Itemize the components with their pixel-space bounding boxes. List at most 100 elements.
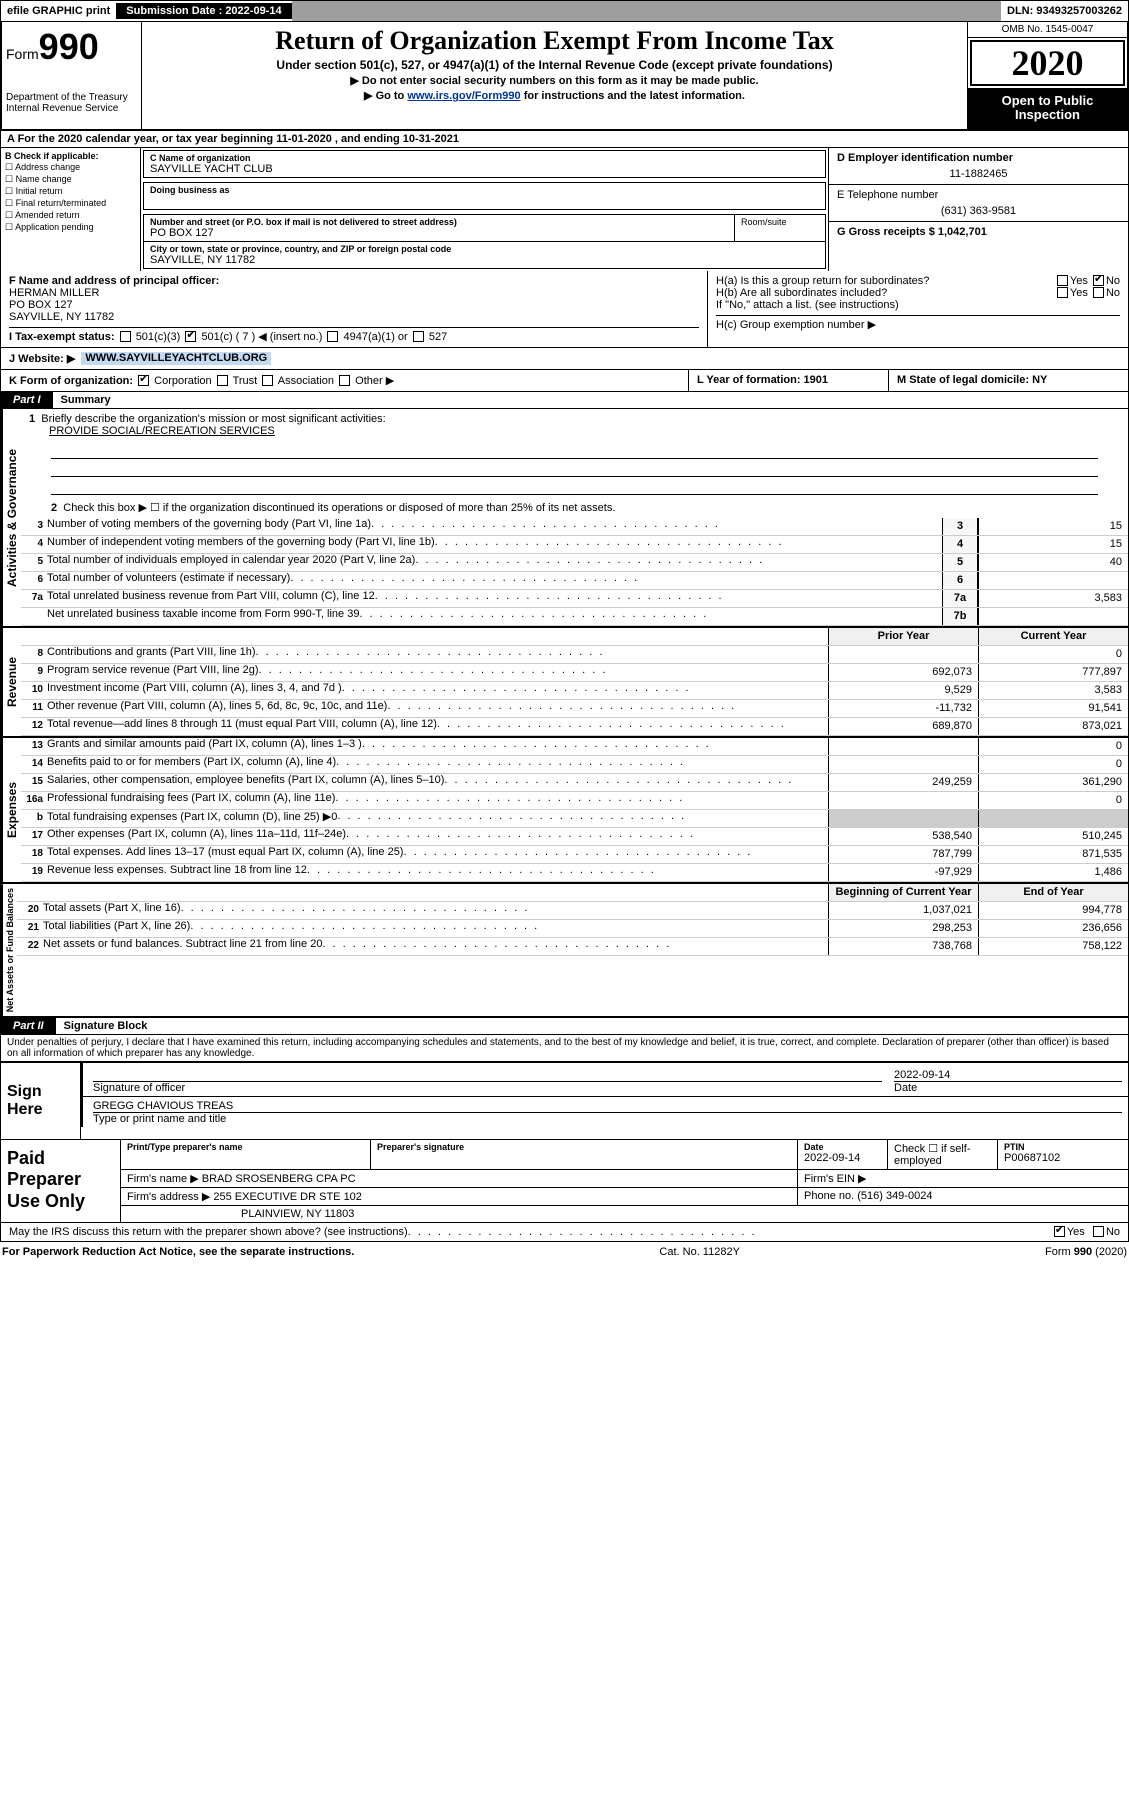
data-line-9: 9Program service revenue (Part VIII, lin… (21, 664, 1128, 682)
data-line-17: 17Other expenses (Part IX, column (A), l… (21, 828, 1128, 846)
city-value: SAYVILLE, NY 11782 (150, 254, 819, 266)
summary-line-7b: Net unrelated business taxable income fr… (21, 608, 1128, 626)
state-domicile: M State of legal domicile: NY (888, 370, 1128, 391)
summary-line-5: 5Total number of individuals employed in… (21, 554, 1128, 572)
room-suite-label: Room/suite (735, 215, 825, 242)
topbar-filler (292, 1, 1001, 21)
row-j-website: J Website: ▶ WWW.SAYVILLEYACHTCLUB.ORG (0, 348, 1129, 370)
website-value[interactable]: WWW.SAYVILLEYACHTCLUB.ORG (81, 352, 271, 365)
revenue-header-row: Prior Year Current Year (21, 628, 1128, 646)
ein-value: 11-1882465 (837, 164, 1120, 180)
data-line-22: 22Net assets or fund balances. Subtract … (17, 938, 1128, 956)
org-name: SAYVILLE YACHT CLUB (150, 163, 819, 175)
part-2-title: Signature Block (56, 1018, 156, 1034)
dba-label: Doing business as (150, 185, 819, 195)
row-a-tax-year: A For the 2020 calendar year, or tax yea… (0, 131, 1129, 148)
vlabel-netassets: Net Assets or Fund Balances (1, 884, 17, 1016)
top-bar: efile GRAPHIC print Submission Date : 20… (0, 0, 1129, 22)
goto-link-line: ▶ Go to www.irs.gov/Form990 for instruct… (152, 89, 957, 102)
data-line-10: 10Investment income (Part VIII, column (… (21, 682, 1128, 700)
ein-label: D Employer identification number (837, 152, 1120, 164)
check-if-applicable: B Check if applicable: ☐ Address change … (1, 148, 141, 271)
efile-label[interactable]: efile GRAPHIC print (1, 3, 116, 19)
data-line-21: 21Total liabilities (Part X, line 26)298… (17, 920, 1128, 938)
dept-treasury: Department of the Treasury Internal Reve… (6, 92, 137, 114)
dln: DLN: 93493257003262 (1001, 3, 1128, 19)
data-line-13: 13Grants and similar amounts paid (Part … (21, 738, 1128, 756)
page-footer: For Paperwork Reduction Act Notice, see … (0, 1242, 1129, 1262)
row-k-l-m: K Form of organization: Corporation Trus… (0, 370, 1129, 392)
officer-label: F Name and address of principal officer: (9, 275, 699, 287)
data-line-b: bTotal fundraising expenses (Part IX, co… (21, 810, 1128, 828)
form-id-footer: Form 990 (2020) (1045, 1246, 1127, 1258)
sign-here-label: Sign Here (1, 1063, 81, 1139)
sig-officer-label: Signature of officer (93, 1081, 882, 1094)
signature-block: Sign Here Signature of officer 2022-09-1… (0, 1061, 1129, 1140)
sig-date-label: Date (894, 1081, 1122, 1094)
data-line-16a: 16aProfessional fundraising fees (Part I… (21, 792, 1128, 810)
data-line-11: 11Other revenue (Part VIII, column (A), … (21, 700, 1128, 718)
data-line-12: 12Total revenue—add lines 8 through 11 (… (21, 718, 1128, 736)
paid-preparer-label: Paid Preparer Use Only (1, 1140, 121, 1222)
irs-link[interactable]: www.irs.gov/Form990 (407, 90, 520, 102)
phone-value: (631) 363-9581 (837, 201, 1120, 217)
paid-preparer-block: Paid Preparer Use Only Print/Type prepar… (0, 1140, 1129, 1223)
part-1-header: Part I Summary (0, 392, 1129, 409)
open-public-badge: Open to Public Inspection (968, 88, 1127, 129)
phone-label: E Telephone number (837, 189, 1120, 201)
paperwork-notice: For Paperwork Reduction Act Notice, see … (2, 1246, 354, 1258)
year-formation: L Year of formation: 1901 (688, 370, 888, 391)
activities-governance-section: Activities & Governance 1 Briefly descri… (0, 409, 1129, 628)
line-2: Check this box ▶ ☐ if the organization d… (63, 502, 615, 514)
summary-line-3: 3Number of voting members of the governi… (21, 518, 1128, 536)
city-label: City or town, state or province, country… (150, 244, 819, 254)
net-assets-section: Net Assets or Fund Balances Beginning of… (0, 884, 1129, 1018)
mission-value: PROVIDE SOCIAL/RECREATION SERVICES (49, 425, 1120, 437)
data-line-15: 15Salaries, other compensation, employee… (21, 774, 1128, 792)
omb-number: OMB No. 1545-0047 (968, 22, 1127, 38)
section-b-through-g: B Check if applicable: ☐ Address change … (0, 148, 1129, 271)
perjury-declaration: Under penalties of perjury, I declare th… (0, 1035, 1129, 1061)
data-line-19: 19Revenue less expenses. Subtract line 1… (21, 864, 1128, 882)
typed-name-label: Type or print name and title (93, 1112, 1122, 1125)
vlabel-expenses: Expenses (1, 738, 21, 882)
form-header: Form990 Department of the Treasury Inter… (0, 22, 1129, 131)
irs-discuss-row: May the IRS discuss this return with the… (0, 1223, 1129, 1242)
expenses-section: Expenses 13Grants and similar amounts pa… (0, 738, 1129, 884)
part-1-tab: Part I (1, 392, 53, 408)
gross-receipts: G Gross receipts $ 1,042,701 (837, 226, 1120, 238)
cat-number: Cat. No. 11282Y (659, 1246, 740, 1258)
hc-label: H(c) Group exemption number ▶ (716, 315, 1120, 331)
form-title: Return of Organization Exempt From Incom… (152, 26, 957, 56)
officer-typed-name: GREGG CHAVIOUS TREAS (93, 1100, 1122, 1112)
ha-label: H(a) Is this a group return for subordin… (716, 275, 929, 287)
netassets-header-row: Beginning of Current Year End of Year (17, 884, 1128, 902)
officer-addr2: SAYVILLE, NY 11782 (9, 311, 699, 323)
revenue-section: Revenue Prior Year Current Year 8Contrib… (0, 628, 1129, 738)
hb-label: H(b) Are all subordinates included? (716, 287, 887, 299)
tax-year: 2020 (970, 40, 1125, 86)
vlabel-revenue: Revenue (1, 628, 21, 736)
vlabel-activities: Activities & Governance (1, 409, 21, 626)
data-line-8: 8Contributions and grants (Part VIII, li… (21, 646, 1128, 664)
summary-line-6: 6Total number of volunteers (estimate if… (21, 572, 1128, 590)
hb-note: If "No," attach a list. (see instruction… (716, 299, 1120, 311)
data-line-18: 18Total expenses. Add lines 13–17 (must … (21, 846, 1128, 864)
summary-line-7a: 7aTotal unrelated business revenue from … (21, 590, 1128, 608)
part-2-tab: Part II (1, 1018, 56, 1034)
form-number: Form990 (6, 26, 137, 68)
summary-line-4: 4Number of independent voting members of… (21, 536, 1128, 554)
officer-name: HERMAN MILLER (9, 287, 699, 299)
street-value: PO BOX 127 (150, 227, 728, 239)
ssn-warning: ▶ Do not enter social security numbers o… (152, 74, 957, 87)
submission-date: Submission Date : 2022-09-14 (116, 3, 291, 19)
street-label: Number and street (or P.O. box if mail i… (150, 217, 728, 227)
row-f-h: F Name and address of principal officer:… (0, 271, 1129, 348)
part-2-header: Part II Signature Block (0, 1018, 1129, 1035)
org-name-label: C Name of organization (150, 153, 819, 163)
data-line-20: 20Total assets (Part X, line 16)1,037,02… (17, 902, 1128, 920)
part-1-title: Summary (53, 392, 119, 408)
form-subtitle: Under section 501(c), 527, or 4947(a)(1)… (152, 58, 957, 72)
mission-label: Briefly describe the organization's miss… (41, 413, 385, 425)
officer-addr1: PO BOX 127 (9, 299, 699, 311)
